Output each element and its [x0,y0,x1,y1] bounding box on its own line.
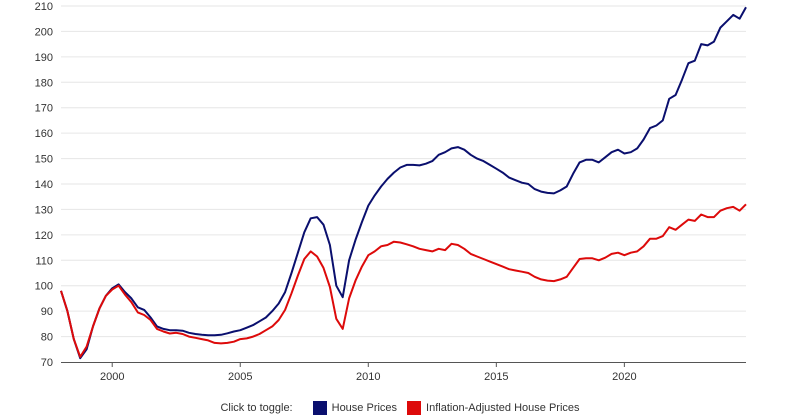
y-axis-tick-labels: 70 80 90 100 110 120 130 140 150 160 170 180 190 200 2… [35,1,53,369]
x-tick-label: 2020 [612,371,636,383]
y-tick-label: 200 [35,26,53,38]
x-tick-label: 2015 [484,371,508,383]
legend-prompt: Click to toggle: [220,402,293,414]
series-line-inflation-adjusted-house-prices [60,203,747,358]
y-tick-label: 160 [35,128,53,140]
y-tick-label: 180 [35,77,53,89]
legend-item-house-prices[interactable]: House Prices [312,401,398,415]
y-tick-label: 130 [35,204,53,216]
y-tick-label: 190 [35,52,53,64]
y-tick-label: 80 [41,332,53,344]
x-tick-label: 2010 [356,371,380,383]
y-tick-label: 90 [41,306,53,318]
y-tick-label: 170 [35,103,53,115]
series-line-house-prices [60,6,747,360]
x-tick-label: 2000 [100,371,124,383]
y-tick-label: 120 [35,230,53,242]
y-tick-label: 140 [35,179,53,191]
gridlines [61,5,746,338]
legend-swatch-house-prices [312,401,327,415]
y-tick-label: 150 [35,154,53,166]
legend-item-inflation-adjusted-house-prices[interactable]: Inflation-Adjusted House Prices [407,401,580,415]
legend-swatch-inflation-adjusted-house-prices [407,401,422,415]
y-tick-label: 100 [35,281,53,293]
legend-label-house-prices: House Prices [331,402,398,414]
y-tick-label: 110 [35,255,53,267]
x-axis-tick-labels: 2000 2005 2010 2015 2020 [100,362,637,383]
y-tick-label: 210 [35,1,53,13]
legend-label-inflation-adjusted-house-prices: Inflation-Adjusted House Prices [426,402,580,414]
y-tick-label: 70 [41,357,53,369]
legend: Click to toggle: House Prices Inflation-… [0,398,800,418]
x-tick-label: 2005 [228,371,252,383]
series-lines [60,6,747,360]
